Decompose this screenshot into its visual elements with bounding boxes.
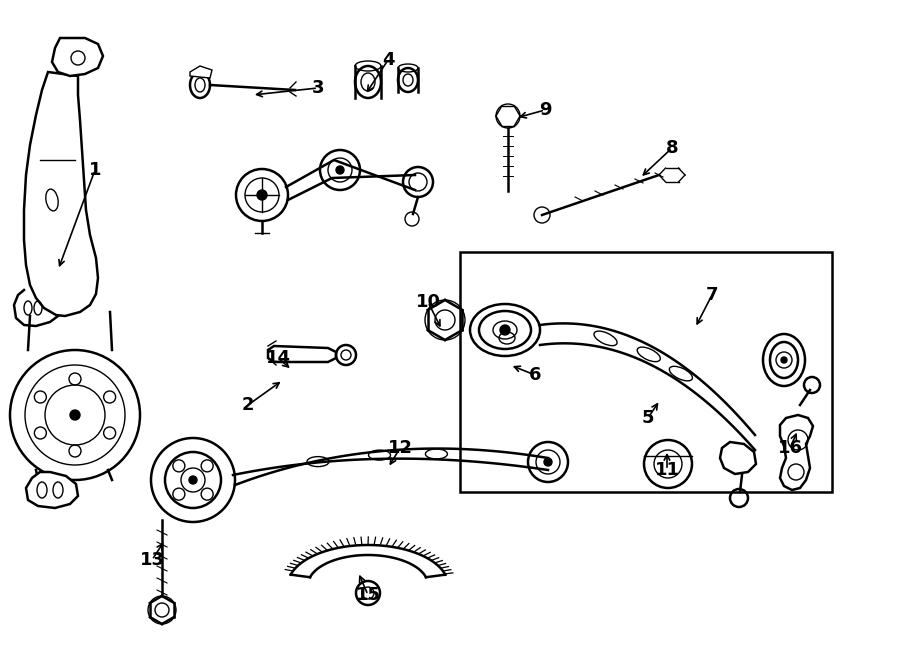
Text: 8: 8	[666, 139, 679, 157]
Polygon shape	[720, 442, 756, 474]
Text: 4: 4	[382, 51, 394, 69]
Circle shape	[781, 357, 787, 363]
Circle shape	[189, 476, 197, 484]
Circle shape	[257, 190, 267, 200]
Bar	[460, 252, 832, 492]
Circle shape	[70, 410, 80, 420]
Circle shape	[336, 166, 344, 174]
Polygon shape	[190, 66, 212, 78]
Text: 13: 13	[140, 551, 165, 569]
Text: 7: 7	[706, 286, 718, 304]
Text: 3: 3	[311, 79, 324, 97]
Polygon shape	[268, 346, 336, 362]
Text: 15: 15	[356, 586, 381, 604]
Text: 12: 12	[388, 439, 412, 457]
Text: 16: 16	[778, 439, 803, 457]
Polygon shape	[24, 72, 98, 316]
Text: 14: 14	[266, 349, 291, 367]
Text: 2: 2	[242, 396, 254, 414]
Text: 10: 10	[416, 293, 440, 311]
Text: 6: 6	[529, 366, 541, 384]
Polygon shape	[26, 472, 78, 508]
Text: 5: 5	[642, 409, 654, 427]
Text: 1: 1	[89, 161, 101, 179]
Circle shape	[544, 458, 552, 466]
Text: 11: 11	[654, 461, 680, 479]
Polygon shape	[52, 38, 103, 76]
Circle shape	[500, 325, 510, 335]
Text: 9: 9	[539, 101, 551, 119]
Polygon shape	[780, 415, 813, 490]
